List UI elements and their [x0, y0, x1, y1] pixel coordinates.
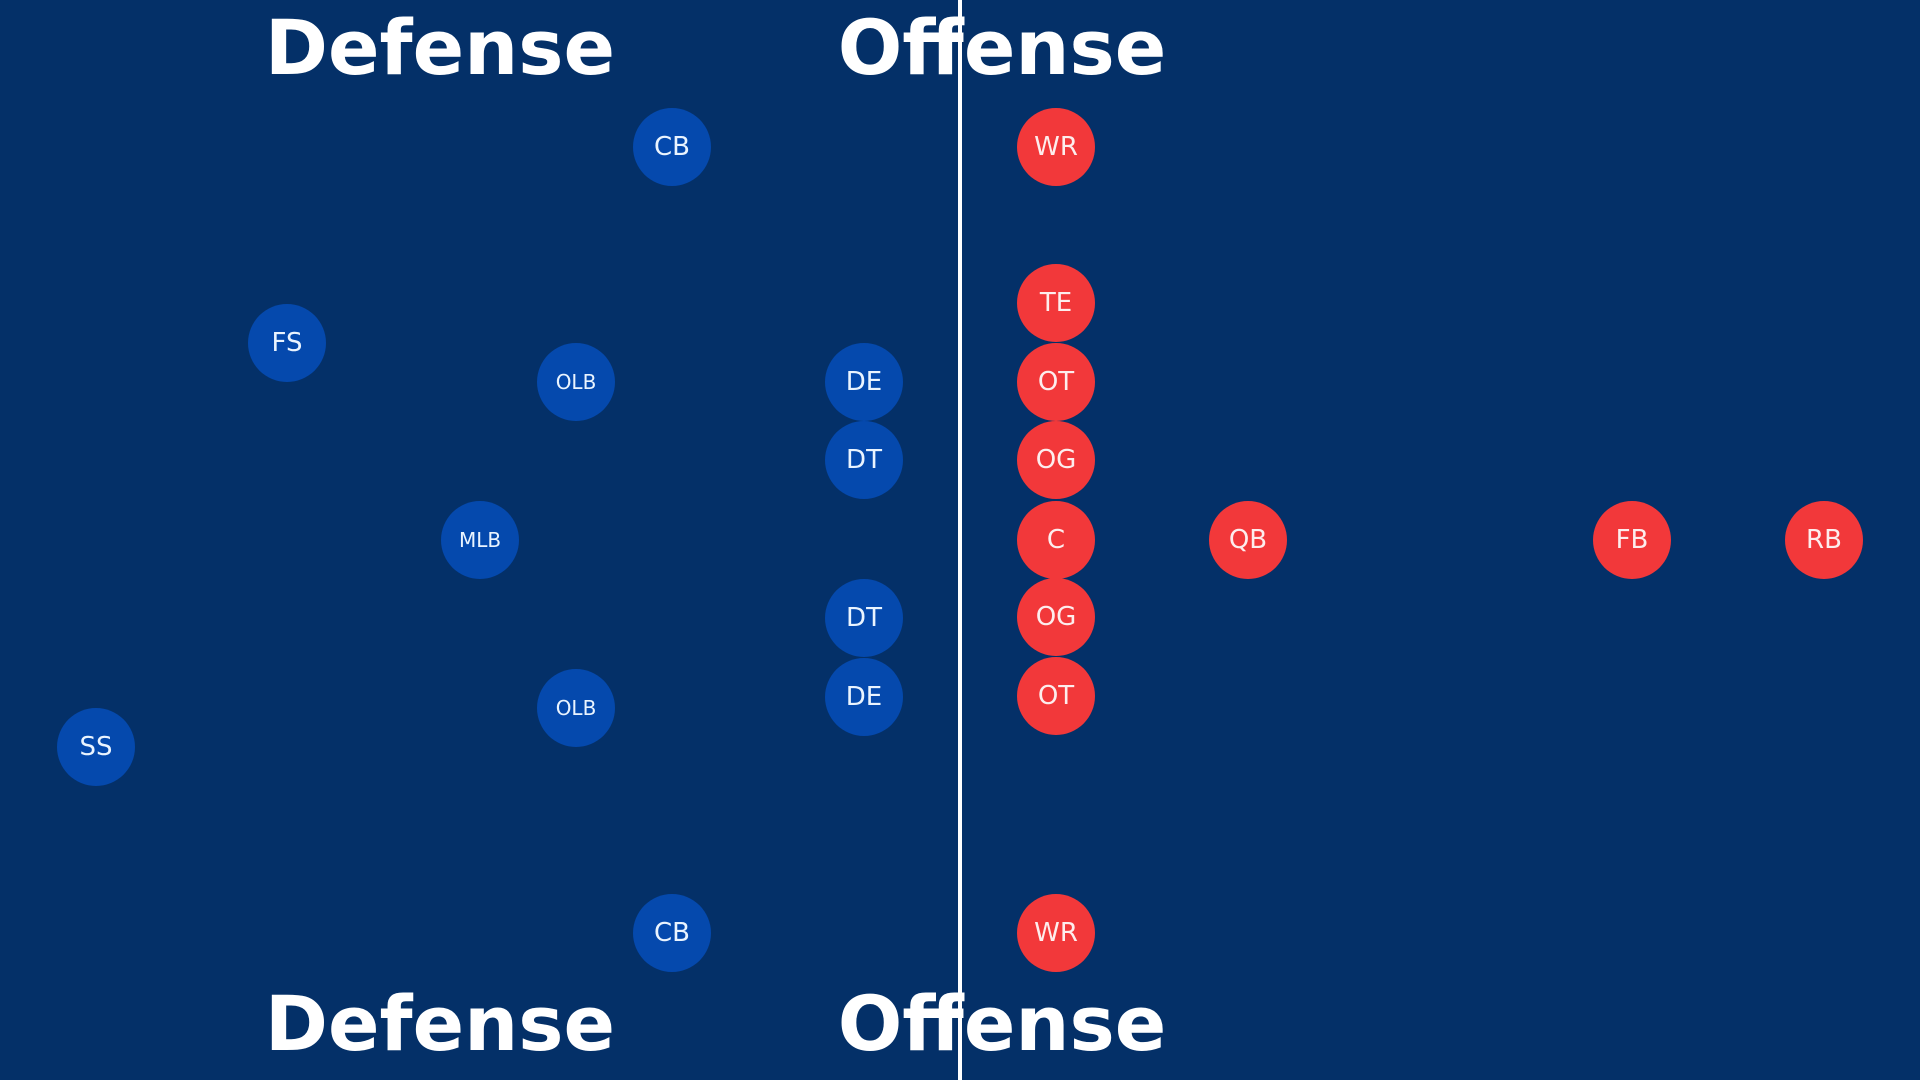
- player-label: OT: [1037, 681, 1075, 711]
- player-label: OLB: [555, 696, 597, 720]
- player-label: OT: [1037, 367, 1075, 397]
- player-label: CB: [654, 918, 690, 948]
- offense-title-top: Offense: [837, 3, 1167, 92]
- player-label: DT: [846, 603, 882, 633]
- offense-title-bottom: Offense: [837, 979, 1167, 1068]
- defense-player-dt[interactable]: DT: [825, 421, 903, 499]
- player-label: FB: [1615, 525, 1649, 555]
- offense-player-wr[interactable]: WR: [1017, 894, 1095, 972]
- defense-player-de[interactable]: DE: [825, 658, 903, 736]
- defense-title-bottom: Defense: [264, 979, 616, 1068]
- offense-player-ot[interactable]: OT: [1017, 657, 1095, 735]
- offense-player-og[interactable]: OG: [1017, 578, 1095, 656]
- player-label: RB: [1806, 525, 1842, 555]
- defense-player-fs[interactable]: FS: [248, 304, 326, 382]
- offense-player-qb[interactable]: QB: [1209, 501, 1287, 579]
- player-label: FS: [271, 328, 303, 358]
- player-label: SS: [79, 732, 113, 762]
- offense-player-c[interactable]: C: [1017, 501, 1095, 579]
- defense-title-top: Defense: [264, 3, 616, 92]
- defense-player-olb[interactable]: OLB: [537, 669, 615, 747]
- offense-player-wr[interactable]: WR: [1017, 108, 1095, 186]
- player-label: C: [1046, 525, 1066, 555]
- defense-player-mlb[interactable]: MLB: [441, 501, 519, 579]
- defense-player-dt[interactable]: DT: [825, 579, 903, 657]
- offense-player-fb[interactable]: FB: [1593, 501, 1671, 579]
- player-label: DT: [846, 445, 882, 475]
- player-label: DE: [845, 682, 883, 712]
- player-label: QB: [1228, 525, 1268, 555]
- offense-player-ot[interactable]: OT: [1017, 343, 1095, 421]
- player-label: CB: [654, 132, 690, 162]
- player-label: WR: [1034, 132, 1078, 162]
- defense-player-cb[interactable]: CB: [633, 108, 711, 186]
- offense-side: Offense Offense: [838, 0, 1920, 1080]
- defense-player-de[interactable]: DE: [825, 343, 903, 421]
- line-of-scrimmage-divider: [958, 0, 962, 1080]
- player-label: OG: [1035, 445, 1077, 475]
- player-label: OG: [1035, 602, 1077, 632]
- defense-side: Defense Defense: [0, 0, 958, 1080]
- player-label: MLB: [458, 528, 502, 552]
- defense-player-olb[interactable]: OLB: [537, 343, 615, 421]
- player-label: OLB: [555, 370, 597, 394]
- offense-player-te[interactable]: TE: [1017, 264, 1095, 342]
- offense-player-rb[interactable]: RB: [1785, 501, 1863, 579]
- player-label: TE: [1039, 288, 1073, 318]
- offense-player-og[interactable]: OG: [1017, 421, 1095, 499]
- player-label: DE: [845, 367, 883, 397]
- defense-player-ss[interactable]: SS: [57, 708, 135, 786]
- player-label: WR: [1034, 918, 1078, 948]
- defense-player-cb[interactable]: CB: [633, 894, 711, 972]
